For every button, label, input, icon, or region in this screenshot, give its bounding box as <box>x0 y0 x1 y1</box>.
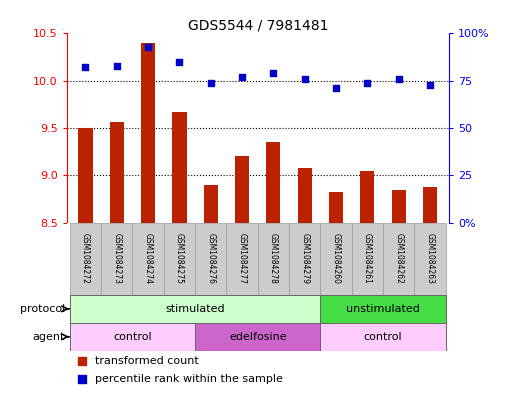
Text: control: control <box>364 332 402 342</box>
Bar <box>360 171 374 223</box>
Text: control: control <box>113 332 152 342</box>
Bar <box>226 223 258 295</box>
Bar <box>321 295 446 323</box>
Text: stimulated: stimulated <box>165 304 225 314</box>
Text: percentile rank within the sample: percentile rank within the sample <box>95 375 283 384</box>
Bar <box>172 112 187 223</box>
Text: unstimulated: unstimulated <box>346 304 420 314</box>
Bar <box>289 223 321 295</box>
Point <box>238 74 246 80</box>
Text: GSM1084277: GSM1084277 <box>238 233 247 284</box>
Text: GSM1084274: GSM1084274 <box>144 233 153 284</box>
Point <box>144 44 152 50</box>
Point <box>426 81 434 88</box>
Text: GSM1084276: GSM1084276 <box>206 233 215 284</box>
Bar <box>423 187 437 223</box>
Bar <box>195 223 226 295</box>
Point <box>207 79 215 86</box>
Point <box>82 64 90 71</box>
Bar <box>321 223 352 295</box>
Text: GSM1084273: GSM1084273 <box>112 233 121 284</box>
Bar <box>235 156 249 223</box>
Bar <box>78 128 92 223</box>
Text: agent: agent <box>33 332 65 342</box>
Bar <box>392 189 406 223</box>
Text: GSM1084279: GSM1084279 <box>300 233 309 284</box>
Bar <box>204 185 218 223</box>
Text: GSM1084272: GSM1084272 <box>81 233 90 284</box>
Bar <box>195 323 321 351</box>
Text: GSM1084275: GSM1084275 <box>175 233 184 284</box>
Point <box>332 85 340 92</box>
Bar <box>266 142 281 223</box>
Point <box>363 79 371 86</box>
Title: GDS5544 / 7981481: GDS5544 / 7981481 <box>188 18 328 32</box>
Bar <box>352 223 383 295</box>
Text: GSM1084262: GSM1084262 <box>394 233 403 284</box>
Bar <box>101 223 132 295</box>
Bar <box>70 223 101 295</box>
Text: GSM1084278: GSM1084278 <box>269 233 278 284</box>
Bar <box>70 295 321 323</box>
Bar <box>141 43 155 223</box>
Bar <box>321 323 446 351</box>
Point <box>301 76 309 82</box>
Bar <box>329 193 343 223</box>
Bar <box>70 323 195 351</box>
Bar <box>258 223 289 295</box>
Bar <box>298 168 312 223</box>
Bar <box>110 122 124 223</box>
Bar <box>415 223 446 295</box>
Point <box>394 76 403 82</box>
Bar <box>132 223 164 295</box>
Point <box>269 70 278 76</box>
Bar <box>164 223 195 295</box>
Bar <box>383 223 415 295</box>
Text: GSM1084261: GSM1084261 <box>363 233 372 284</box>
Text: GSM1084263: GSM1084263 <box>426 233 435 284</box>
Point <box>113 62 121 69</box>
Text: protocol: protocol <box>20 304 65 314</box>
Text: transformed count: transformed count <box>95 356 199 367</box>
Text: GSM1084260: GSM1084260 <box>331 233 341 284</box>
Point <box>175 59 184 65</box>
Text: edelfosine: edelfosine <box>229 332 287 342</box>
